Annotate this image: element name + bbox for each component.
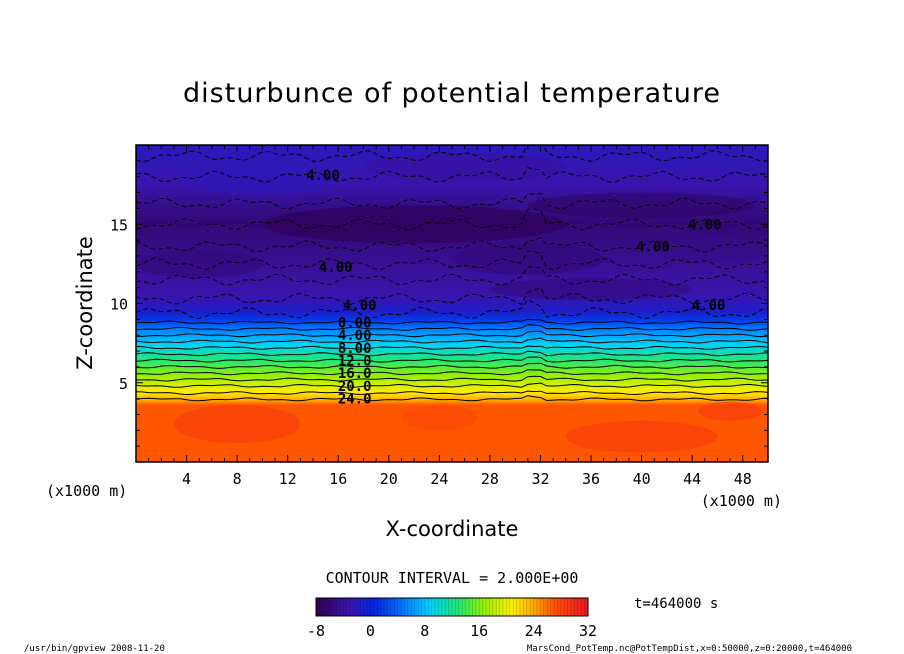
x-tick-label: 40 (633, 470, 651, 488)
x-tick-label: 16 (329, 470, 347, 488)
field-patch (565, 420, 718, 453)
contour-label: 0.00 (338, 316, 372, 332)
contour-line (136, 382, 768, 388)
plot-area: 4.004.004.004.004.00 4.000.004.008.0012.0… (135, 144, 769, 463)
colorbar-fill (316, 598, 588, 616)
y-tick-label: 5 (119, 375, 128, 393)
contour-line (136, 362, 768, 369)
contour-line (136, 318, 768, 325)
contour-line (136, 345, 768, 350)
field-patch (363, 152, 566, 182)
contour-label: 20.0 (338, 379, 372, 395)
field-patch (136, 249, 263, 279)
x-tick-label: 12 (279, 470, 297, 488)
footer-right: MarsCond_PotTemp.nc@PotTempDist,x=0:5000… (527, 644, 852, 654)
contour-line (136, 298, 768, 320)
contour-label: 4.00 (343, 298, 377, 314)
contour-line (136, 324, 768, 331)
contour-line (136, 390, 768, 396)
contour-line (136, 192, 768, 210)
contour-label: 4.00 (319, 260, 353, 276)
contour-line (136, 266, 768, 286)
colorbar-tick-label: -8 (307, 622, 325, 640)
x-tick-label: 36 (582, 470, 600, 488)
colorbar-tick-label: 0 (366, 622, 375, 640)
x-unit-right: (x1000 m) (701, 492, 782, 510)
y-axis-label: Z-coordinate (73, 236, 97, 370)
contour-label: 4.00 (692, 298, 726, 314)
colorbar-tick-label: 24 (525, 622, 543, 640)
contour-line (136, 395, 768, 402)
field-patch (489, 278, 693, 301)
contour-label: 4.00 (688, 217, 722, 233)
contour-line (136, 375, 768, 382)
x-tick-label: 48 (734, 470, 752, 488)
contour-line (136, 369, 768, 376)
x-tick-label: 24 (430, 470, 448, 488)
colorbar-tick-label: 8 (420, 622, 429, 640)
x-tick-label: 8 (233, 470, 242, 488)
field-patch (173, 404, 301, 443)
contour-label: 8.00 (338, 341, 372, 357)
x-axis-label: X-coordinate (386, 517, 519, 541)
y-tick-label: 10 (110, 296, 128, 314)
field-patch (698, 401, 762, 421)
contour-label: 4.00 (636, 239, 670, 255)
x-tick-label: 28 (481, 470, 499, 488)
x-tick-label: 4 (182, 470, 191, 488)
colorbar-tick-label: 32 (579, 622, 597, 640)
contour-label: 16.0 (338, 366, 372, 382)
contour-line (136, 337, 768, 344)
field-patch (186, 164, 339, 196)
field-patch (452, 243, 604, 275)
footer-left: /usr/bin/gpview 2008-11-20 (24, 644, 165, 654)
contour-label: 12.0 (338, 354, 372, 370)
contour-line (136, 250, 768, 271)
contour-line (136, 350, 768, 357)
colorbar: -8 0 8 16 24 32 (307, 597, 597, 640)
contour-line (136, 330, 768, 338)
contour-line (136, 167, 768, 183)
x-tick-label: 20 (380, 470, 398, 488)
field-patch (262, 205, 566, 244)
contour-line (136, 145, 768, 163)
x-tick-label: 32 (531, 470, 549, 488)
x-unit-left: (x1000 m) (46, 482, 127, 500)
contour-interval: CONTOUR INTERVAL = 2.000E+00 (326, 569, 579, 587)
colorbar-tick-label: 16 (470, 622, 488, 640)
contour-label: 4.00 (306, 168, 340, 184)
y-tick-label: 15 (110, 216, 128, 234)
time-label: t=464000 s (634, 596, 718, 612)
contour-line (136, 356, 768, 363)
field-patch (654, 236, 768, 263)
field-patch (527, 192, 756, 218)
contour-label: 4.00 (338, 328, 372, 344)
contour-line (136, 208, 768, 231)
field-patch (401, 404, 478, 431)
colorbar-frame (315, 597, 589, 617)
contour-label: 24.0 (338, 392, 372, 408)
contour-line (136, 287, 768, 305)
chart-title: disturbunce of potential temperature (183, 78, 721, 109)
x-tick-label: 44 (683, 470, 701, 488)
contour-line (136, 236, 768, 253)
